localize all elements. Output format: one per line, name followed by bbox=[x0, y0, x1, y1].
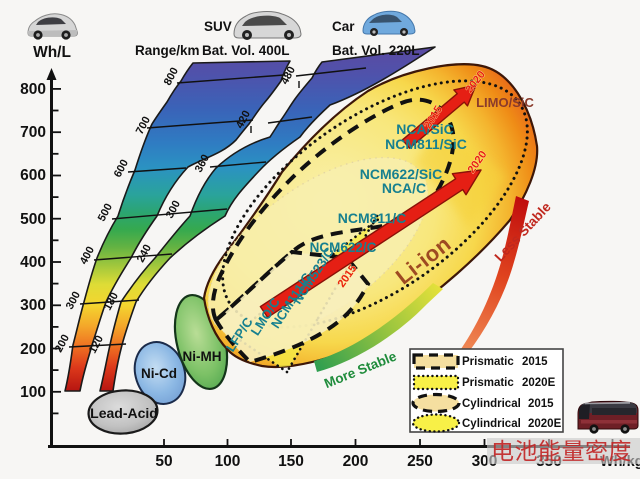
svg-text:2015: 2015 bbox=[522, 356, 548, 368]
svg-text:SUV: SUV bbox=[204, 19, 232, 34]
svg-text:Range/km: Range/km bbox=[135, 43, 200, 58]
svg-text:200: 200 bbox=[53, 333, 72, 355]
svg-text:600: 600 bbox=[20, 167, 46, 184]
svg-text:Ni-MH: Ni-MH bbox=[183, 349, 222, 364]
svg-text:Cylindrical: Cylindrical bbox=[462, 418, 521, 430]
svg-text:600: 600 bbox=[112, 158, 131, 180]
svg-text:2020E: 2020E bbox=[528, 418, 562, 430]
svg-text:Car: Car bbox=[332, 19, 355, 34]
svg-text:NCM811/SiC: NCM811/SiC bbox=[385, 136, 467, 152]
svg-text:NCA/C: NCA/C bbox=[382, 180, 426, 196]
svg-text:2020E: 2020E bbox=[522, 377, 556, 389]
svg-text:Bat. Vol. 400L: Bat. Vol. 400L bbox=[202, 43, 290, 58]
svg-text:NCM622/SiC: NCM622/SiC bbox=[360, 166, 442, 182]
svg-text:Prismatic: Prismatic bbox=[462, 356, 514, 368]
svg-text:Prismatic: Prismatic bbox=[462, 377, 514, 389]
svg-text:100: 100 bbox=[20, 384, 46, 401]
svg-text:Wh/L: Wh/L bbox=[33, 44, 71, 61]
svg-text:200: 200 bbox=[20, 341, 46, 358]
svg-text:NCM811/C: NCM811/C bbox=[338, 210, 406, 226]
svg-text:Lead-Acid: Lead-Acid bbox=[90, 405, 158, 421]
svg-text:300: 300 bbox=[164, 199, 183, 221]
svg-text:Bat. Vol. 220L: Bat. Vol. 220L bbox=[332, 43, 420, 58]
svg-text:Ni-Cd: Ni-Cd bbox=[141, 366, 177, 381]
svg-text:电池能量密度: 电池能量密度 bbox=[491, 438, 632, 464]
svg-text:LIMO/SiC: LIMO/SiC bbox=[476, 95, 534, 110]
svg-text:250: 250 bbox=[407, 453, 433, 470]
svg-text:400: 400 bbox=[20, 254, 46, 271]
svg-text:200: 200 bbox=[343, 453, 369, 470]
svg-text:2015: 2015 bbox=[528, 398, 554, 410]
svg-text:Cylindrical: Cylindrical bbox=[462, 398, 521, 410]
svg-text:400: 400 bbox=[78, 245, 97, 267]
svg-text:NCM622/C: NCM622/C bbox=[310, 240, 377, 255]
svg-text:700: 700 bbox=[20, 124, 46, 141]
svg-text:NCA/SiC: NCA/SiC bbox=[396, 121, 454, 137]
svg-text:300: 300 bbox=[64, 290, 83, 312]
svg-text:50: 50 bbox=[155, 453, 172, 470]
svg-text:100: 100 bbox=[215, 453, 241, 470]
svg-text:150: 150 bbox=[278, 453, 304, 470]
svg-text:500: 500 bbox=[96, 202, 115, 224]
svg-text:300: 300 bbox=[20, 297, 46, 314]
svg-text:500: 500 bbox=[20, 211, 46, 228]
svg-text:800: 800 bbox=[20, 81, 46, 98]
